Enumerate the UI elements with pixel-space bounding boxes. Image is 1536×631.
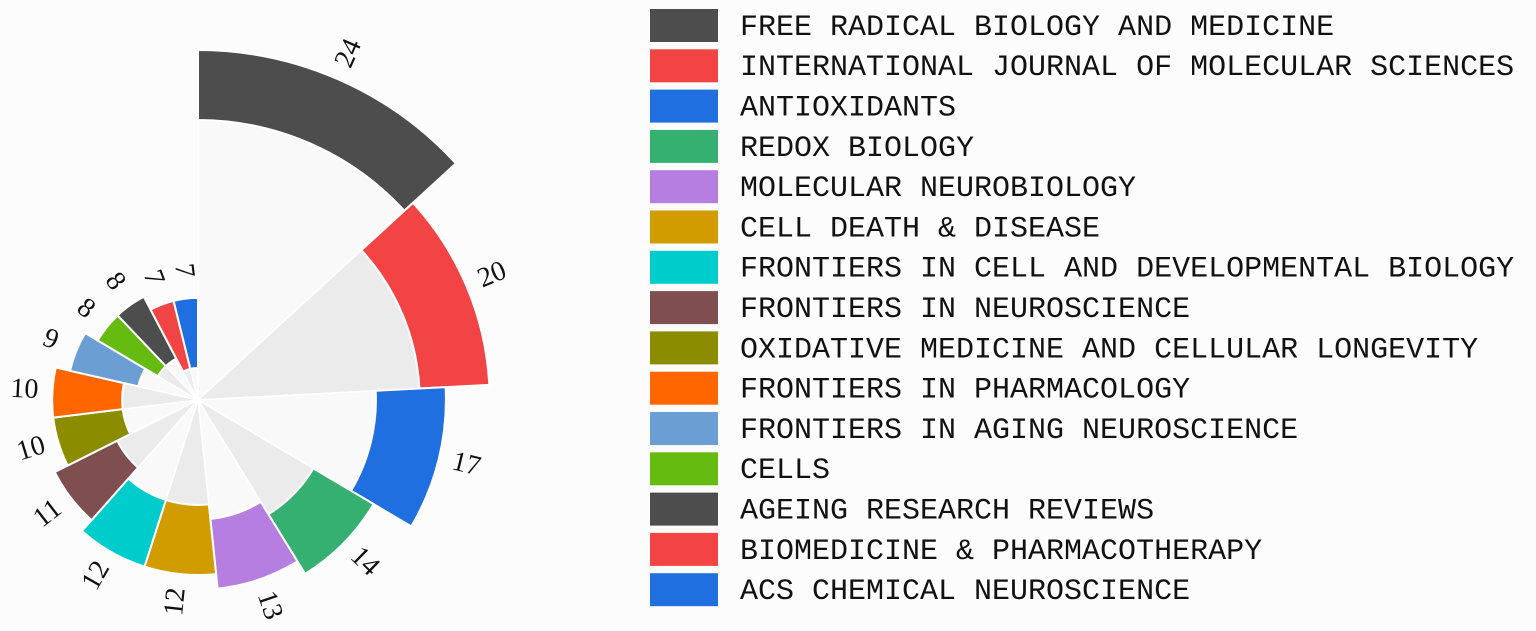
bar <box>209 500 299 590</box>
bar <box>172 296 199 371</box>
legend-swatch <box>650 89 718 123</box>
legend-swatch <box>650 210 718 244</box>
value-label: 13 <box>251 587 289 623</box>
legend-label: INTERNATIONAL JOURNAL OF MOLECULAR SCIEN… <box>740 51 1514 85</box>
legend-label: ACS CHEMICAL NEUROSCIENCE <box>740 575 1190 609</box>
value-label: 12 <box>158 586 192 617</box>
legend-swatch <box>650 291 718 325</box>
legend-label: ANTIOXIDANTS <box>740 92 956 126</box>
legend-swatch <box>650 452 718 486</box>
legend-label: CELL DEATH & DISEASE <box>740 212 1100 246</box>
legend-label: FRONTIERS IN NEUROSCIENCE <box>740 293 1190 327</box>
value-label: 24 <box>328 34 368 72</box>
legend-swatch <box>650 9 718 42</box>
legend-label: FRONTIERS IN AGING NEUROSCIENCE <box>740 414 1298 448</box>
legend-label: BIOMEDICINE & PHARMACOTHERAPY <box>740 535 1262 569</box>
legend-label: FREE RADICAL BIOLOGY AND MEDICINE <box>740 11 1334 45</box>
legend-swatch <box>650 412 718 445</box>
value-label: 7 <box>168 262 200 280</box>
legend-swatch <box>650 170 718 204</box>
value-label: 12 <box>75 556 116 596</box>
legend-label: CELLS <box>740 454 830 488</box>
bar <box>197 48 458 213</box>
legend-swatch <box>650 573 718 607</box>
value-label: 17 <box>449 446 484 483</box>
value-label: 8 <box>71 292 101 325</box>
legend-label: FRONTIERS IN CELL AND DEVELOPMENTAL BIOL… <box>740 253 1514 287</box>
value-label: 11 <box>27 493 67 534</box>
legend-swatch <box>650 371 718 405</box>
value-label: 7 <box>137 266 171 290</box>
bar <box>359 201 491 390</box>
bar <box>51 366 126 419</box>
legend-label: AGEING RESEARCH REVIEWS <box>740 495 1154 529</box>
legend-label: REDOX BIOLOGY <box>740 132 974 166</box>
value-label: 14 <box>344 540 386 582</box>
legend-label: FRONTIERS IN PHARMACOLOGY <box>740 374 1190 408</box>
value-label: 9 <box>39 322 63 356</box>
legend-swatch <box>650 49 718 83</box>
legend-label: MOLECULAR NEUROBIOLOGY <box>740 172 1136 206</box>
value-label: 10 <box>10 373 40 405</box>
legend-swatch <box>650 492 718 526</box>
legend-swatch <box>650 129 718 163</box>
legend-swatch <box>650 532 718 566</box>
value-label: 20 <box>473 255 511 294</box>
bar <box>349 386 447 528</box>
legend-label: OXIDATIVE MEDICINE AND CELLULAR LONGEVIT… <box>740 333 1478 367</box>
bar <box>267 467 375 576</box>
legend-swatch <box>650 250 718 284</box>
value-label: 8 <box>99 266 132 295</box>
value-label: 10 <box>13 429 49 467</box>
legend-swatch <box>650 331 718 365</box>
